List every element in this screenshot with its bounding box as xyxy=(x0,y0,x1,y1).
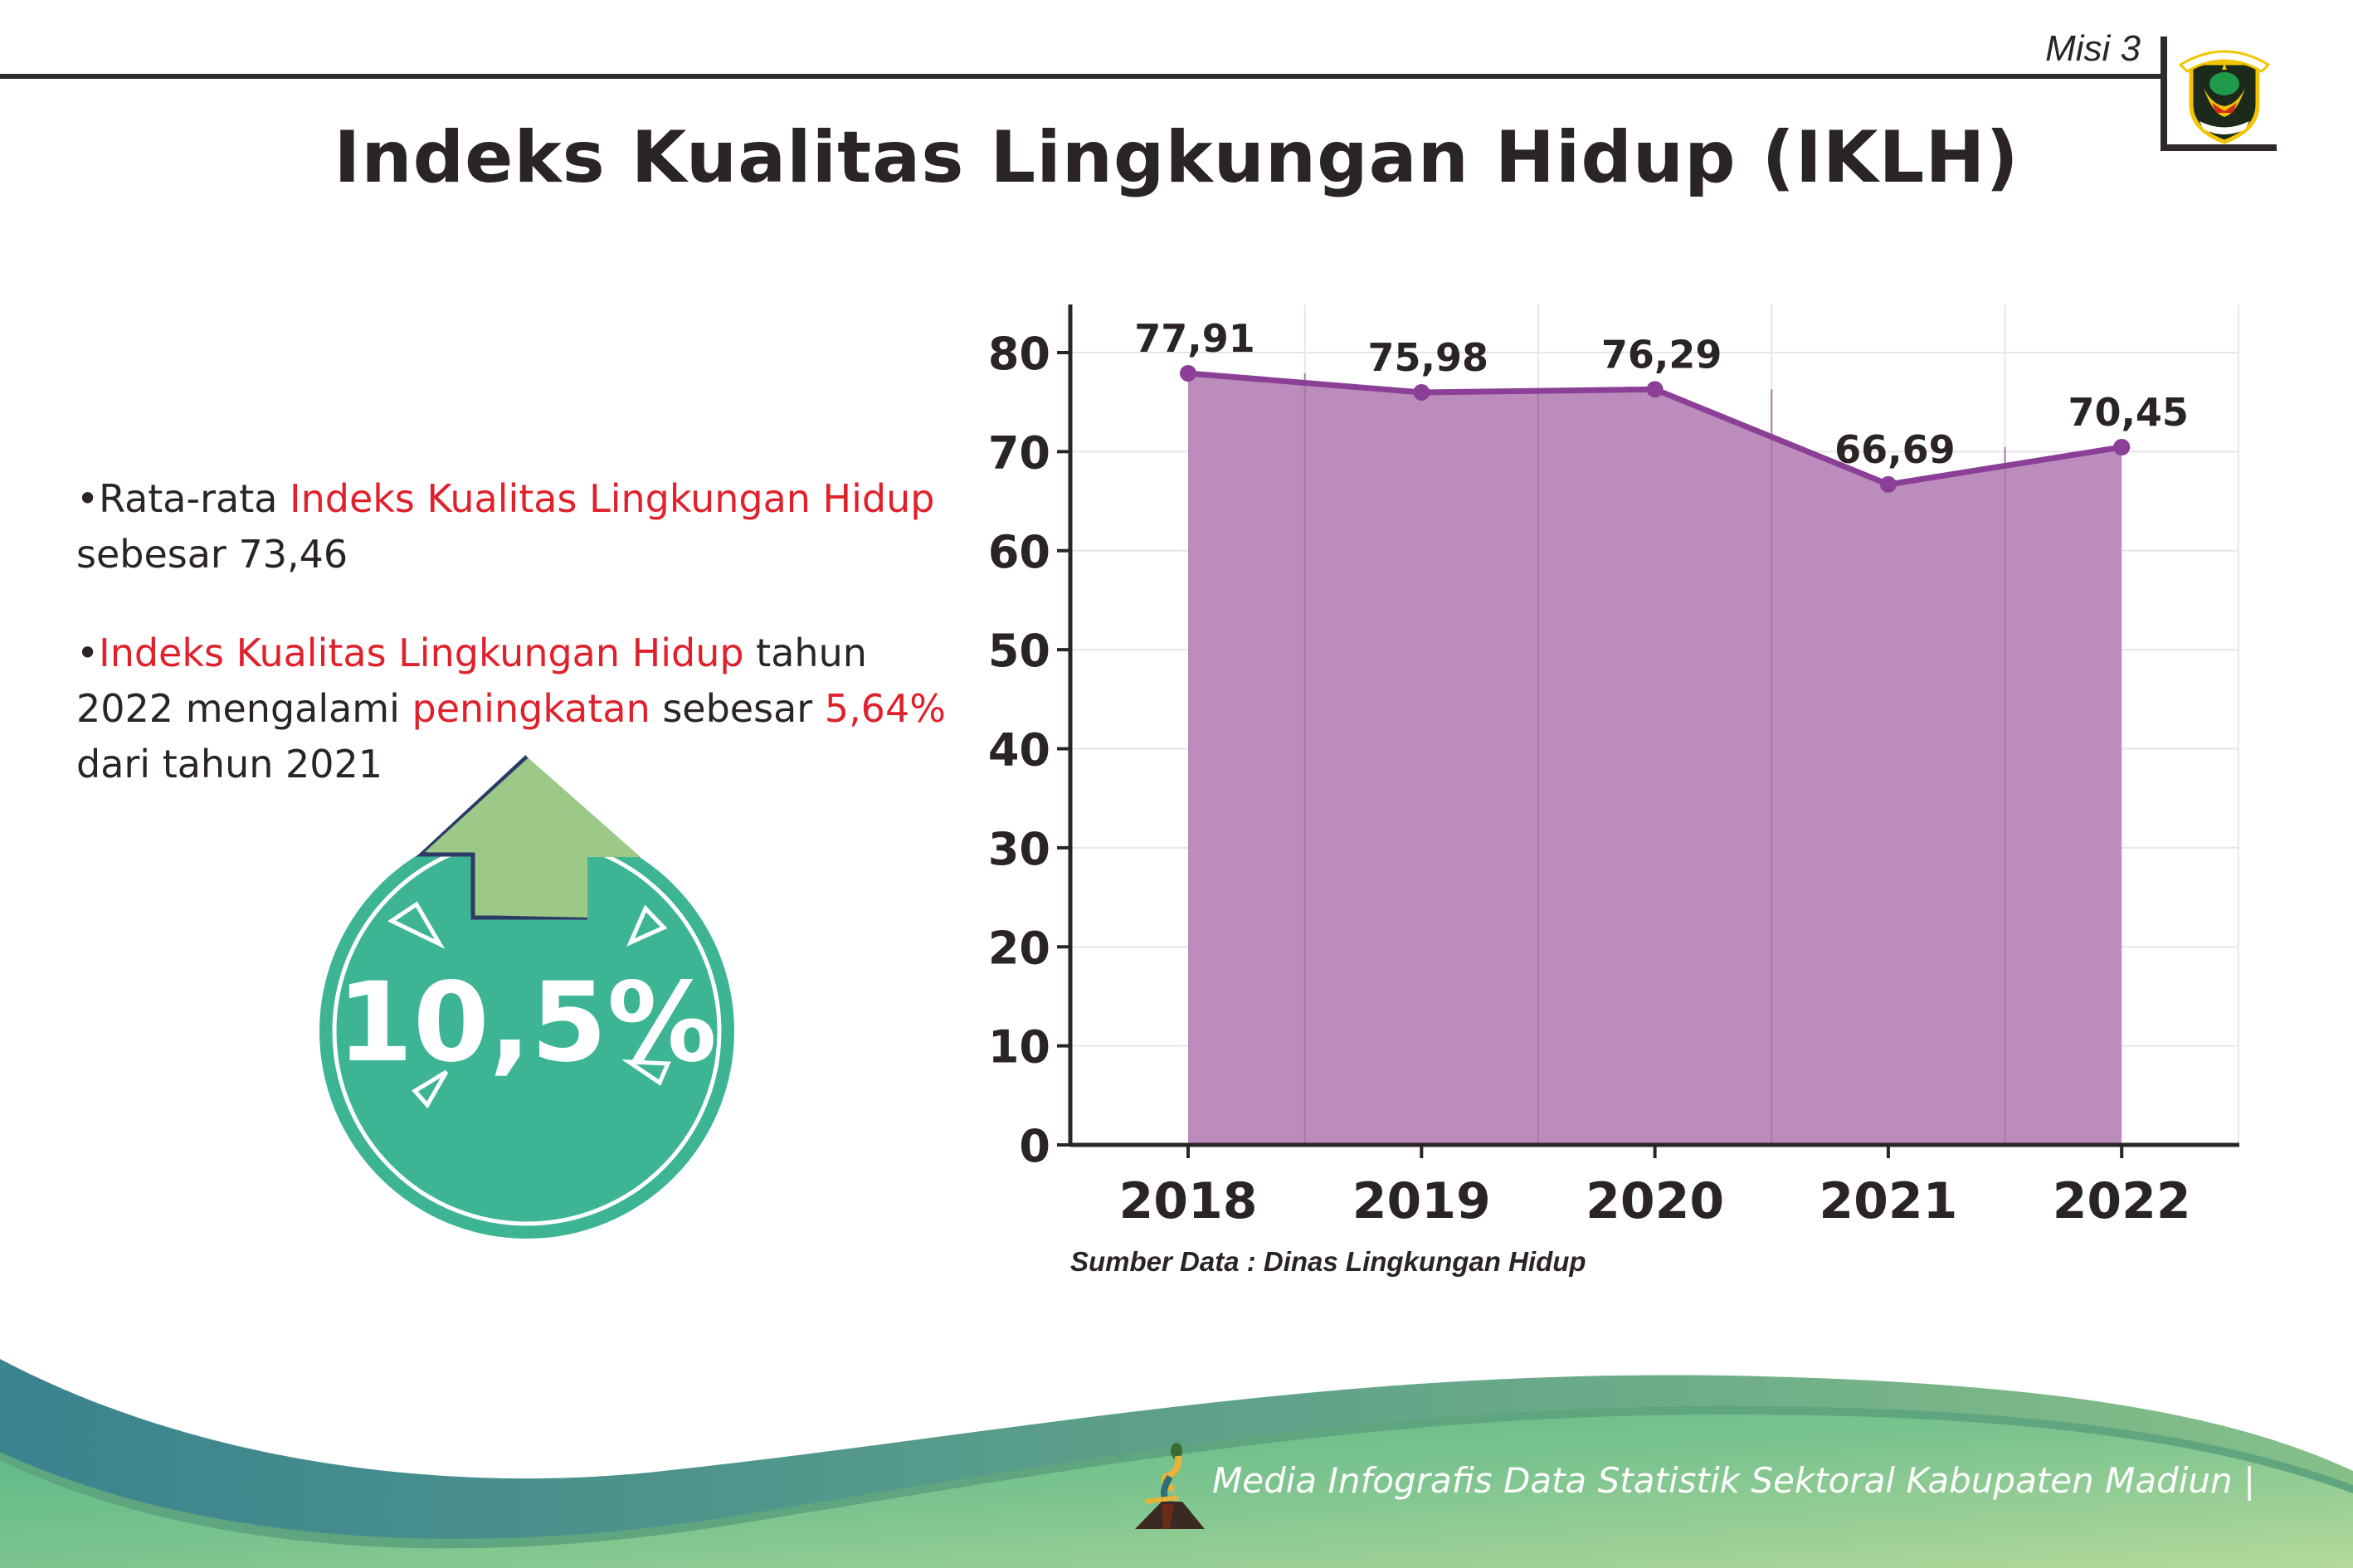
data-label: 77,91 xyxy=(1134,316,1255,361)
data-label: 75,98 xyxy=(1368,335,1489,380)
data-point xyxy=(2113,439,2131,456)
bullet2-prefix: • xyxy=(76,631,100,675)
y-tick-label: 10 xyxy=(988,1021,1050,1074)
bullet2-highlight1: Indeks Kualitas Lingkungan Hidup xyxy=(99,631,744,675)
footer-tagline: Media Infografis Data Statistik Sektoral… xyxy=(1212,1460,2256,1501)
summary-bullet-increase: •Indeks Kualitas Lingkungan Hidup tahun … xyxy=(76,626,948,792)
header-corner-horizontal xyxy=(2161,144,2277,151)
bullet2-text1: tahun 2022 mengalami xyxy=(76,631,867,731)
y-tick-label: 70 xyxy=(988,426,1050,479)
y-tick-label: 20 xyxy=(988,922,1050,974)
header-rule xyxy=(0,74,2165,79)
data-source: Sumber Data : Dinas Lingkungan Hidup xyxy=(1070,1246,1586,1277)
bullet1-suffix: sebesar 73,46 xyxy=(76,532,348,577)
data-point xyxy=(1879,475,1897,493)
media-infografis-logo xyxy=(1135,1443,1205,1529)
x-tick-label: 2019 xyxy=(1352,1172,1491,1230)
data-point xyxy=(1413,383,1430,401)
bullet1-highlight: Indeks Kualitas Lingkungan Hidup xyxy=(290,476,935,521)
bullet1-prefix: •Rata-rata xyxy=(76,476,290,521)
y-tick-label: 40 xyxy=(988,724,1050,777)
y-tick-label: 30 xyxy=(988,823,1050,875)
x-tick-label: 2018 xyxy=(1119,1172,1258,1230)
bullet2-text2: sebesar xyxy=(650,686,825,731)
badge-circle xyxy=(319,824,734,1239)
x-tick-label: 2021 xyxy=(1819,1172,1957,1230)
y-tick-label: 80 xyxy=(988,328,1050,380)
bullet2-highlight3: 5,64% xyxy=(824,686,946,731)
data-point xyxy=(1646,381,1664,398)
kabupaten-madiun-logo xyxy=(2179,50,2270,144)
badge-value: 10,5% xyxy=(337,959,717,1087)
bullet2-text3: dari tahun 2021 xyxy=(76,742,383,786)
decorative-triangles xyxy=(387,901,671,1109)
x-tick-label: 2020 xyxy=(1586,1172,1724,1230)
data-point xyxy=(1180,364,1196,382)
page-title: Indeks Kualitas Lingkungan Hidup (IKLH) xyxy=(334,116,2019,199)
data-label: 76,29 xyxy=(1601,332,1722,377)
header-corner-vertical xyxy=(2161,37,2167,151)
bullet2-highlight2: peningkatan xyxy=(412,686,650,731)
x-tick-label: 2022 xyxy=(2053,1172,2191,1230)
y-tick-label: 60 xyxy=(988,526,1050,578)
up-arrow-icon xyxy=(416,755,641,920)
y-tick-label: 0 xyxy=(1019,1120,1050,1172)
area-fill xyxy=(1188,373,2122,1146)
mission-label: Misi 3 xyxy=(2045,28,2141,69)
data-label: 66,69 xyxy=(1834,427,1956,472)
summary-bullet-average: •Rata-rata Indeks Kualitas Lingkungan Hi… xyxy=(76,471,948,582)
increase-badge: 10,5% xyxy=(319,755,734,1239)
data-label: 70,45 xyxy=(2068,390,2189,435)
y-tick-label: 50 xyxy=(988,625,1050,677)
